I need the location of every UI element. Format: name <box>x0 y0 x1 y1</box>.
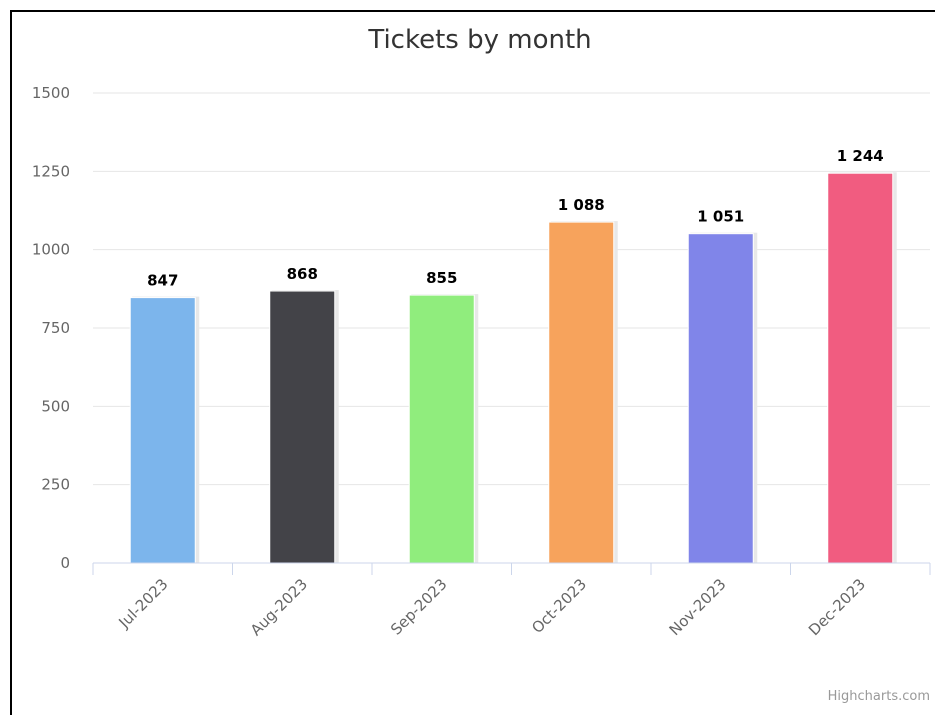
y-tick-label: 1250 <box>32 162 70 180</box>
y-tick-label: 0 <box>60 554 70 572</box>
y-tick-label: 1500 <box>32 84 70 102</box>
x-tick-label: Jul-2023 <box>115 575 172 632</box>
y-axis: 0 250 500 750 1000 1250 1500 <box>32 84 70 572</box>
data-label: 855 <box>426 269 457 287</box>
bar-dec-2023[interactable] <box>827 172 894 564</box>
grid-lines <box>93 92 930 486</box>
data-label: 1 244 <box>837 147 884 165</box>
bar-nov-2023[interactable] <box>687 233 754 564</box>
x-tick-label: Nov-2023 <box>666 575 730 639</box>
bar-oct-2023[interactable] <box>548 221 615 564</box>
highcharts-credit[interactable]: Highcharts.com <box>828 689 930 704</box>
x-tick-label: Sep-2023 <box>387 575 451 639</box>
chart-title: Tickets by month <box>367 25 591 55</box>
bar-aug-2023[interactable] <box>269 290 336 564</box>
data-label: 1 051 <box>697 208 744 226</box>
y-tick-label: 500 <box>41 397 70 415</box>
data-label: 847 <box>147 272 178 290</box>
y-tick-label: 250 <box>41 476 70 494</box>
x-axis: Jul-2023 Aug-2023 Sep-2023 Oct-2023 Nov-2023… <box>92 562 931 639</box>
x-tick-label: Dec-2023 <box>805 575 869 639</box>
bar-jul-2023[interactable] <box>129 297 196 564</box>
y-tick-label: 1000 <box>32 241 70 259</box>
data-label: 868 <box>287 265 318 283</box>
x-tick-label: Aug-2023 <box>247 575 311 639</box>
data-labels: 847 868 855 1 088 1 051 1 244 <box>147 147 884 289</box>
x-tick-label: Oct-2023 <box>528 575 590 637</box>
y-tick-label: 750 <box>41 319 70 337</box>
bar-sep-2023[interactable] <box>408 294 475 564</box>
data-label: 1 088 <box>558 196 605 214</box>
bars <box>129 172 897 564</box>
